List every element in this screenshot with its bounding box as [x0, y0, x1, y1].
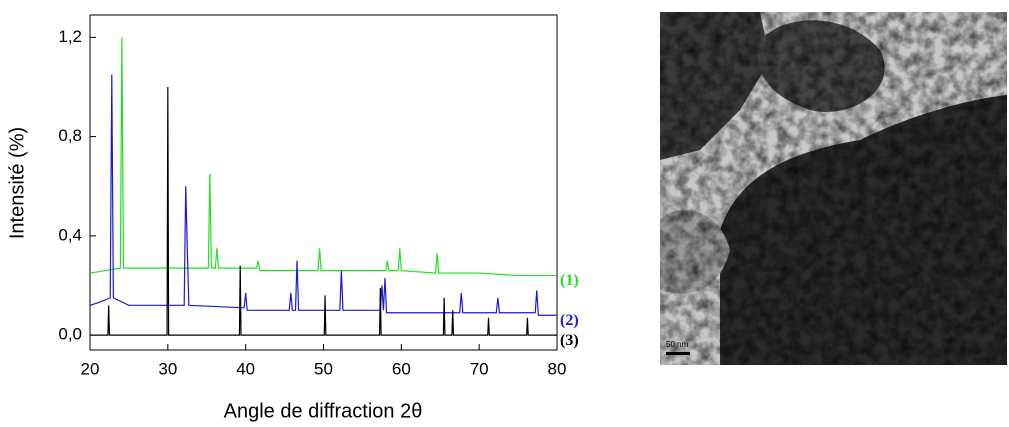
tem-image: 50 nm — [660, 12, 1007, 365]
x-tick-label: 20 — [81, 359, 100, 378]
y-tick-label: 0,8 — [58, 126, 82, 145]
y-tick-label: 1,2 — [58, 27, 82, 46]
plot-frame — [89, 14, 558, 351]
x-tick-label: 80 — [548, 359, 567, 378]
scale-bar-label: 50 nm — [666, 340, 689, 349]
x-tick-label: 40 — [236, 359, 255, 378]
y-tick-label: 0,4 — [58, 225, 82, 244]
xrd-plot: Intensité (%) Angle de diffraction 2θ 0,… — [6, 14, 579, 422]
series-line — [90, 86, 557, 336]
x-tick-label: 70 — [470, 359, 489, 378]
x-tick-label: 50 — [314, 359, 333, 378]
scale-bar — [666, 352, 690, 355]
x-axis-label: Angle de diffraction 2θ — [224, 400, 423, 422]
series-label: (1) — [560, 272, 579, 289]
x-tick-label: 60 — [392, 359, 411, 378]
y-axis-label: Intensité (%) — [6, 127, 28, 239]
series-label: (3) — [560, 332, 579, 349]
series-line — [89, 74, 557, 316]
y-tick-label: 0,0 — [58, 325, 82, 344]
series-line — [89, 37, 557, 277]
series-label: (2) — [560, 312, 579, 329]
image-texture — [660, 12, 1007, 365]
x-tick-label: 30 — [158, 359, 177, 378]
